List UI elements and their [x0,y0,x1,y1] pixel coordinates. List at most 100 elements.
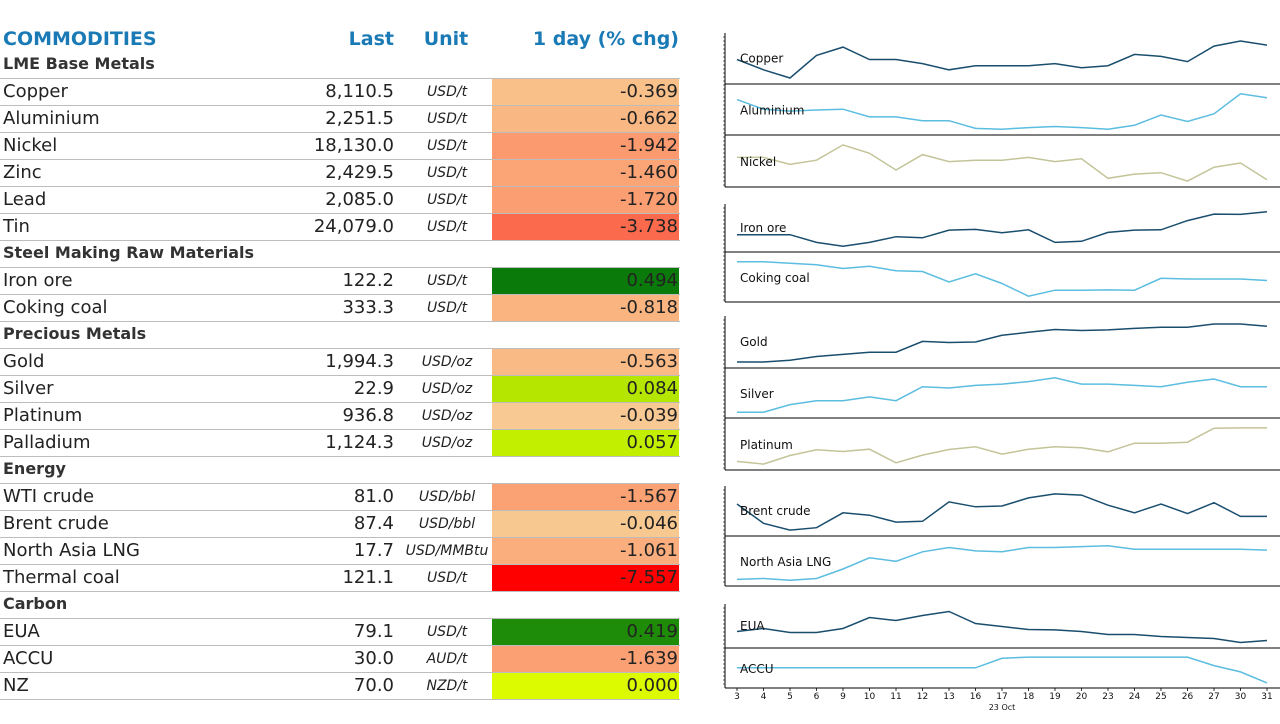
price-unit: USD/t [426,624,468,640]
group-row: Energy [0,457,680,484]
price-unit: USD/bbl [418,516,476,532]
last-price: 87.4 [353,513,394,534]
day-change-cell: -7.557 [492,565,679,591]
last-price: 2,429.5 [325,162,394,183]
last-price: 122.2 [342,270,394,291]
x-tick-label: 9 [840,692,846,702]
panel-label: Aluminium [740,104,804,118]
table-row: Copper 8,110.5 USD/t -0.369 [0,79,680,106]
commodity-name: Iron ore [3,270,73,291]
price-unit: USD/t [426,192,468,208]
table-row: WTI crude 81.0 USD/bbl -1.567 [0,484,680,511]
commodity-name: Tin [3,216,30,237]
x-tick-label: 12 [917,692,928,702]
panel-label: Copper [740,52,783,66]
panel-label: Gold [740,335,768,349]
group-label: LME Base Metals [3,54,155,73]
panel-label: Nickel [740,155,776,169]
table-row: Coking coal 333.3 USD/t -0.818 [0,295,680,322]
table-row: Iron ore 122.2 USD/t 0.494 [0,268,680,295]
panel-label: EUA [740,619,765,633]
table-row: Aluminium 2,251.5 USD/t -0.662 [0,106,680,133]
last-price: 2,085.0 [325,189,394,210]
panel-label: Brent crude [740,504,811,518]
price-unit: USD/oz [421,354,473,370]
panel-label: Platinum [740,438,793,452]
day-change-cell: -1.567 [492,484,679,510]
x-tick-label: 10 [864,692,876,702]
group-label: Carbon [3,594,68,613]
commodity-name: Silver [3,378,54,399]
table-row: Zinc 2,429.5 USD/t -1.460 [0,160,680,187]
panel-label: Iron ore [740,221,786,235]
last-price: 2,251.5 [325,108,394,129]
table-row: EUA 79.1 USD/t 0.419 [0,619,680,646]
x-tick-label: 24 [1129,692,1141,702]
x-tick-label: 5 [787,692,793,702]
price-unit: USD/t [426,300,468,316]
day-change-cell: -0.818 [492,295,679,321]
x-tick-label: 3 [734,692,740,702]
x-tick-label: 18 [1023,692,1035,702]
day-change-cell: -0.046 [492,511,679,537]
day-change-cell: -1.720 [492,187,679,213]
series-line-iron-ore [737,211,1268,247]
table-row: Nickel 18,130.0 USD/t -1.942 [0,133,680,160]
x-tick-label: 26 [1182,692,1194,702]
x-tick-label: 27 [1208,692,1219,702]
day-change-cell: -1.639 [492,646,679,672]
panel-label: ACCU [740,662,774,676]
header-1day-chg: 1 day (% chg) [532,28,679,50]
day-change-cell: 0.494 [492,268,679,294]
day-change-cell: -1.460 [492,160,679,186]
table-row: Thermal coal 121.1 USD/t -7.557 [0,565,680,592]
day-change-cell: 0.057 [492,430,679,456]
day-change-cell: 0.000 [492,673,679,699]
sparkline-charts: Copper Aluminium Nickel Iron ore Coking coal… [723,33,1280,712]
table-row: North Asia LNG 17.7 USD/MMBtu -1.061 [0,538,680,565]
group-label: Precious Metals [3,324,147,343]
header-last: Last [348,28,394,50]
commodity-name: Coking coal [3,297,108,318]
price-unit: USD/t [426,138,468,154]
day-change-cell: -0.563 [492,349,679,375]
price-unit: NZD/t [426,678,468,694]
commodity-name: Aluminium [3,108,100,129]
price-unit: USD/t [426,570,468,586]
x-tick-label: 25 [1155,692,1166,702]
table-row: Lead 2,085.0 USD/t -1.720 [0,187,680,214]
day-change-cell: -1.942 [492,133,679,159]
last-price: 18,130.0 [313,135,394,156]
header-unit: Unit [423,28,469,50]
sparkline-panel: Copper Aluminium Nickel Iron ore Coking coal… [712,0,1280,720]
last-price: 17.7 [353,540,394,561]
series-line-north-asia-lng [736,545,1268,581]
commodity-name: Palladium [3,432,91,453]
price-unit: USD/bbl [418,489,476,505]
table-row: Palladium 1,124.3 USD/oz 0.057 [0,430,680,457]
day-change-cell: -1.061 [492,538,679,564]
last-price: 81.0 [353,486,394,507]
day-change-cell: -3.738 [492,214,679,240]
commodity-name: NZ [3,675,29,696]
panel-label: Silver [740,387,774,401]
last-price: 1,124.3 [325,432,394,453]
x-tick-label: 6 [814,692,820,702]
header-commodities: COMMODITIES [3,28,157,50]
commodity-name: Platinum [3,405,83,426]
series-line-eua [736,610,1268,644]
series-line-accu [737,656,1268,684]
price-unit: USD/t [426,165,468,181]
last-price: 24,079.0 [313,216,394,237]
series-line-coking-coal [737,261,1268,297]
series-line-brent-crude [736,493,1267,531]
commodity-name: North Asia LNG [3,540,140,561]
price-unit: USD/MMBtu [405,543,489,559]
series-line-nickel [737,144,1268,182]
commodity-name: Gold [3,351,45,372]
x-tick-label: 4 [761,692,767,702]
x-tick-label: 31 [1261,692,1272,702]
series-line-copper [736,40,1268,79]
day-change-cell: 0.084 [492,376,679,402]
price-unit: USD/oz [421,381,473,397]
